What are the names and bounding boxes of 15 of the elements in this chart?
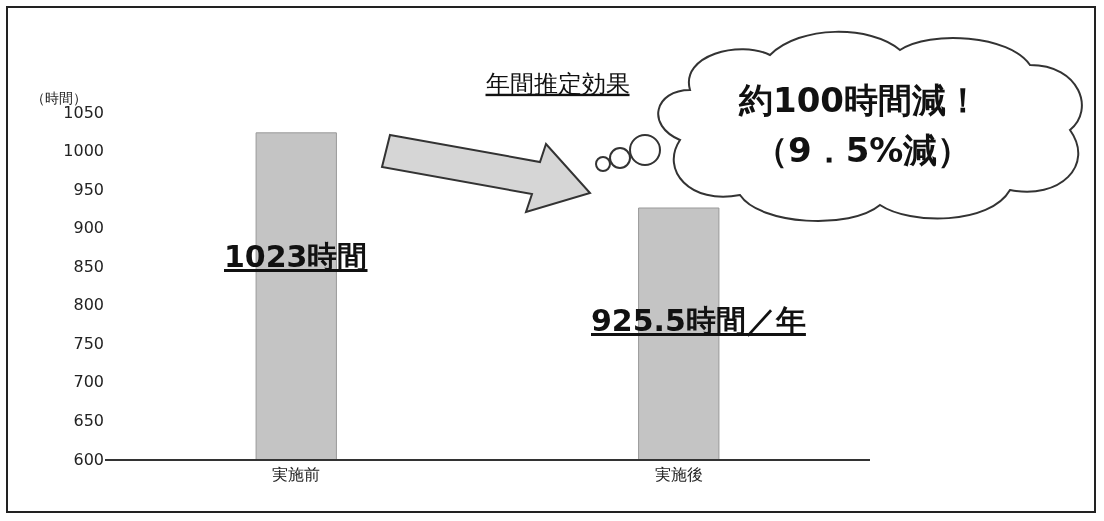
y-tick-label: 600 [73,449,104,469]
x-tick-label: 実施前 [272,465,321,485]
y-tick-label: 900 [73,218,104,238]
y-tick-label: 650 [73,411,104,431]
annotation: 約100時間減！ [738,80,980,120]
y-tick-label: 1000 [63,141,104,161]
y-tick-label: 700 [73,372,104,392]
y-tick-label: 850 [73,256,104,276]
chart-title: 年間推定効果 [485,69,630,98]
data-label: 1023時間 [224,239,368,274]
y-tick-label: 800 [73,295,104,315]
y-tick-label: 750 [73,333,104,353]
x-tick-label: 実施後 [654,465,703,485]
annotation: （9．5%減） [754,130,972,170]
y-tick-label: 950 [73,179,104,199]
